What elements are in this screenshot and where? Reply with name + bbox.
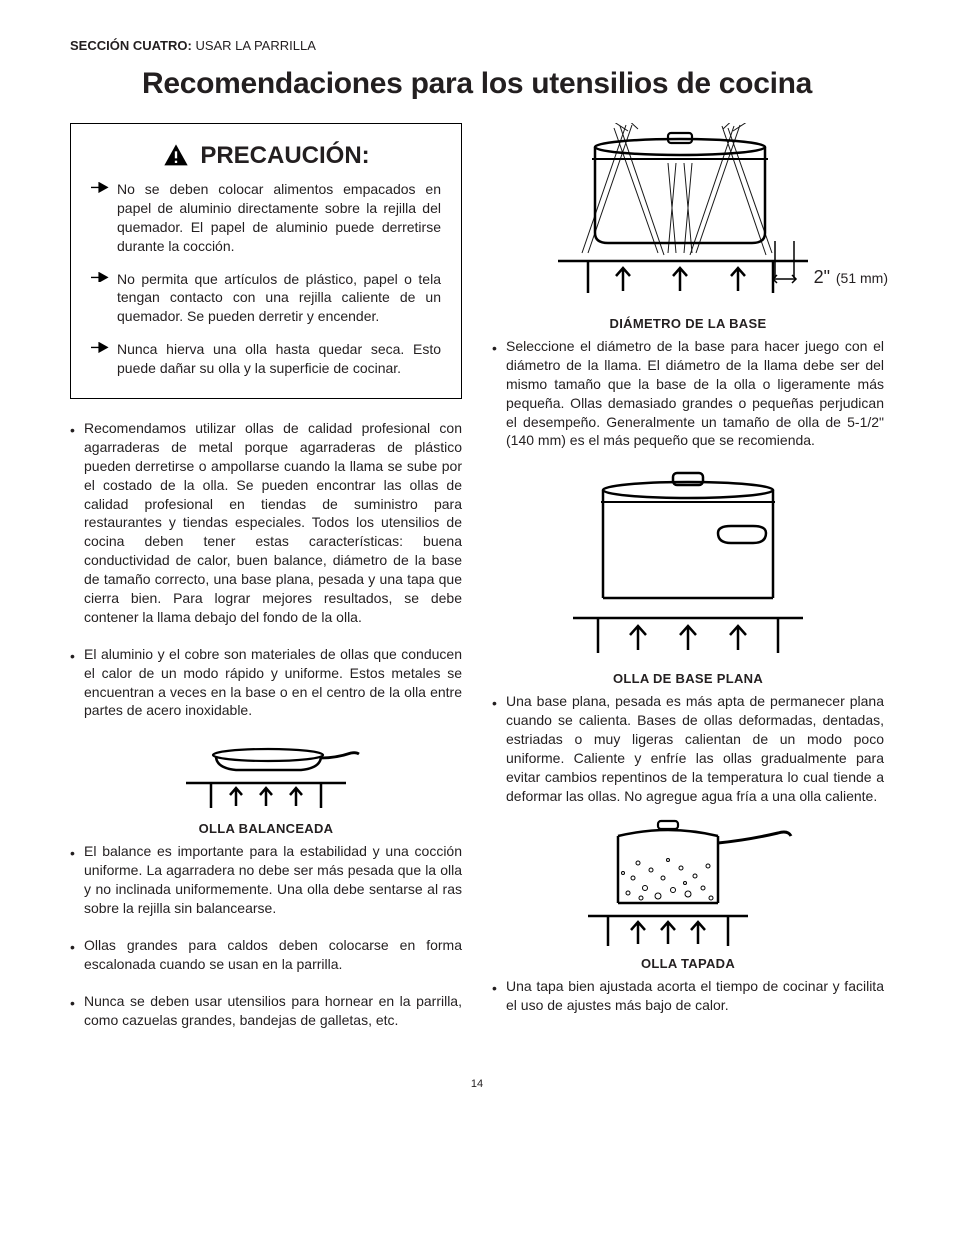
body-item: • Ollas grandes para caldos deben colocar… (70, 936, 462, 974)
page-title: Recomendaciones para los utensilios de c… (70, 67, 884, 101)
bullet-icon: • (492, 694, 498, 713)
body-item: • Recomendamos utilizar ollas de calidad … (70, 419, 462, 627)
body-text: Recomendamos utilizar ollas de calidad p… (84, 419, 462, 627)
balanced-pan-illustration (161, 738, 371, 818)
section-header: SECCIÓN CUATRO: USAR LA PARRILLA (70, 38, 884, 53)
figure-caption: OLLA TAPADA (492, 956, 884, 971)
left-body-list-2: • El balance es importante para la estabi… (70, 842, 462, 1029)
arrow-icon (91, 182, 109, 193)
arrow-icon (91, 342, 109, 353)
body-text: Nunca se deben usar utensilios para horn… (84, 992, 462, 1030)
body-item: • El balance es importante para la estabi… (70, 842, 462, 918)
bullet-icon: • (492, 979, 498, 998)
body-text: El aluminio y el cobre son materiales de… (84, 645, 462, 721)
body-text: Seleccione el diámetro de la base para h… (506, 337, 884, 450)
caution-heading-text: PRECAUCIÓN: (200, 142, 369, 170)
figure-covered-pot: OLLA TAPADA (492, 818, 884, 971)
mm-label: (51 mm) (836, 270, 888, 286)
figure-balanced-pan: OLLA BALANCEADA (70, 738, 462, 836)
figure-base-diameter: 2" (51 mm) DIÁMETRO DE LA BASE (492, 123, 884, 331)
caution-list: No se deben colocar alimentos empacados … (91, 180, 441, 378)
caution-box: PRECAUCIÓN: No se deben colocar alimento… (70, 123, 462, 399)
two-inch-label: 2" (814, 267, 830, 288)
body-text: Una base plana, pesada es más apta de pe… (506, 692, 884, 805)
caution-item: No permita que artículos de plástico, pa… (91, 270, 441, 327)
base-diameter-illustration (548, 123, 828, 313)
bullet-icon: • (70, 647, 76, 666)
caution-item: No se deben colocar alimentos empacados … (91, 180, 441, 256)
flat-base-illustration (563, 468, 813, 668)
caution-heading: PRECAUCIÓN: (91, 142, 441, 170)
section-label: SECCIÓN CUATRO: (70, 38, 192, 53)
body-item: • Una base plana, pesada es más apta de p… (492, 692, 884, 805)
left-body-list-1: • Recomendamos utilizar ollas de calidad … (70, 419, 462, 720)
right-list-diameter: • Seleccione el diámetro de la base para … (492, 337, 884, 450)
bullet-icon: • (70, 421, 76, 440)
figure-flat-base: OLLA DE BASE PLANA (492, 468, 884, 686)
right-list-lid: • Una tapa bien ajustada acorta el tiempo… (492, 977, 884, 1015)
two-column-layout: PRECAUCIÓN: No se deben colocar alimento… (70, 123, 884, 1048)
caution-text: No se deben colocar alimentos empacados … (117, 180, 441, 256)
left-column: PRECAUCIÓN: No se deben colocar alimento… (70, 123, 462, 1048)
warning-icon (162, 142, 190, 170)
right-list-flat: • Una base plana, pesada es más apta de p… (492, 692, 884, 805)
bullet-icon: • (70, 938, 76, 957)
bullet-icon: • (70, 844, 76, 863)
caution-item: Nunca hierva una olla hasta quedar seca.… (91, 340, 441, 378)
figure-caption: DIÁMETRO DE LA BASE (492, 316, 884, 331)
section-text: USAR LA PARRILLA (195, 38, 315, 53)
page-number: 14 (70, 1078, 884, 1090)
arrow-icon (91, 272, 109, 283)
body-text: Ollas grandes para caldos deben colocars… (84, 936, 462, 974)
body-text: El balance es importante para la estabil… (84, 842, 462, 918)
body-item: • Una tapa bien ajustada acorta el tiempo… (492, 977, 884, 1015)
bullet-icon: • (492, 339, 498, 358)
body-item: • El aluminio y el cobre son materiales d… (70, 645, 462, 721)
body-item: • Nunca se deben usar utensilios para hor… (70, 992, 462, 1030)
body-text: Una tapa bien ajustada acorta el tiempo … (506, 977, 884, 1015)
right-column: 2" (51 mm) DIÁMETRO DE LA BASE • Seleccio… (492, 123, 884, 1048)
bullet-icon: • (70, 994, 76, 1013)
caution-text: No permita que artículos de plástico, pa… (117, 270, 441, 327)
body-item: • Seleccione el diámetro de la base para … (492, 337, 884, 450)
caution-text: Nunca hierva una olla hasta quedar seca.… (117, 340, 441, 378)
covered-pot-illustration (573, 818, 803, 953)
figure-caption: OLLA BALANCEADA (70, 821, 462, 836)
figure-caption: OLLA DE BASE PLANA (492, 671, 884, 686)
